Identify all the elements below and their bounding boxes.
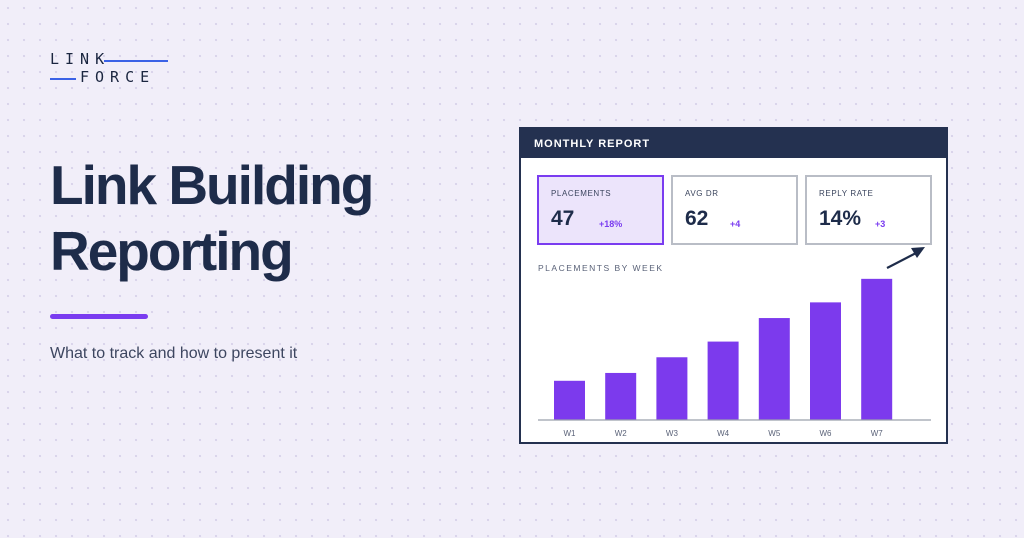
page-title-line-2: Reporting (50, 220, 294, 282)
logo-bar-bottom (50, 78, 76, 80)
kpi-delta: +4 (730, 219, 741, 229)
x-tick-label: W4 (717, 429, 730, 438)
bar-w4 (707, 341, 739, 420)
kpi-label: REPLY RATE (819, 189, 874, 198)
arrow-up-right-icon (886, 247, 925, 269)
x-tick-label: W3 (666, 429, 679, 438)
x-tick-label: W2 (615, 429, 628, 438)
x-tick-label: W7 (871, 429, 884, 438)
placements-bar-chart: W1 W2 W3 W4 W5 W6 W7 (538, 247, 931, 438)
kpi-delta: +18% (599, 219, 623, 229)
chart-title: PLACEMENTS BY WEEK (538, 263, 664, 273)
kpi-delta: +3 (875, 219, 886, 229)
kpi-card-avg-dr: AVG DR 62 +4 (671, 175, 798, 245)
logo-text-force: FORCE (80, 68, 156, 86)
page-subtitle: What to track and how to present it (50, 345, 298, 362)
bar-w5 (758, 318, 790, 420)
x-tick-label: W1 (564, 429, 577, 438)
bar-w7 (861, 278, 893, 420)
bar-w6 (810, 302, 841, 420)
kpi-card-placements: PLACEMENTS 47 +18% (537, 175, 664, 245)
bar-w2 (605, 372, 637, 420)
page-title: Link Building Reporting (50, 152, 374, 284)
page-title-line-1: Link Building (50, 154, 374, 216)
x-tick-label: W6 (820, 429, 833, 438)
logo-bar-top (104, 60, 168, 62)
title-underline (50, 314, 148, 319)
kpi-card-reply-rate: REPLY RATE 14% +3 (805, 175, 932, 245)
linkforce-logo: LINK FORCE (50, 50, 172, 90)
x-tick-label: W5 (768, 429, 781, 438)
kpi-value: 47 (551, 207, 575, 230)
bar-w1 (554, 380, 585, 420)
monthly-report-card: MONTHLY REPORT PLACEMENTS 47 +18% AVG DR… (519, 127, 948, 444)
kpi-value: 62 (685, 207, 709, 230)
kpi-label: AVG DR (685, 189, 719, 198)
bar-w3 (656, 357, 688, 420)
logo-text-link: LINK (50, 50, 111, 68)
report-header: MONTHLY REPORT (521, 129, 946, 158)
kpi-value: 14% (819, 207, 862, 230)
kpi-label: PLACEMENTS (551, 189, 612, 198)
